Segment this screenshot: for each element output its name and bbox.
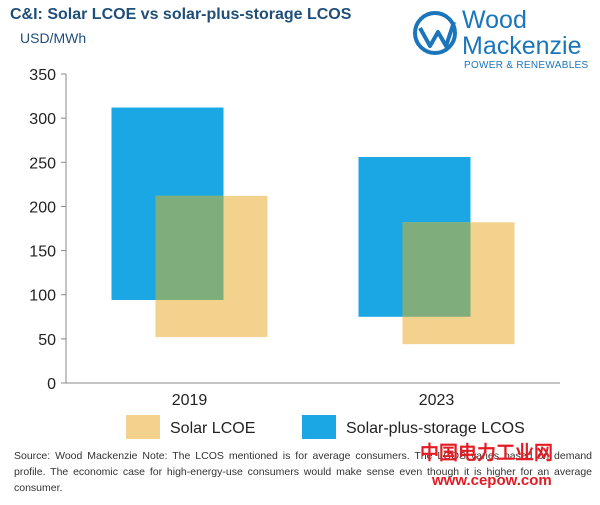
legend: Solar LCOE Solar-plus-storage LCOS xyxy=(126,415,525,439)
logo-tagline: POWER & RENEWABLES xyxy=(464,60,589,71)
y-tick-label: 300 xyxy=(29,111,56,128)
y-tick-label: 50 xyxy=(38,332,56,349)
y-tick-label: 200 xyxy=(29,199,56,216)
watermark-url: www.cepow.com xyxy=(432,472,552,489)
y-tick-label: 250 xyxy=(29,155,56,172)
bars xyxy=(111,107,515,345)
wood-mackenzie-logo: Wood Mackenzie POWER & RENEWABLES xyxy=(412,4,598,76)
legend-label: Solar LCOE xyxy=(170,420,255,437)
y-axis: 0 50 100 150 200 250 300 350 xyxy=(29,67,66,393)
bar-overlap-2023 xyxy=(402,222,471,317)
y-tick-label: 350 xyxy=(29,67,56,84)
legend-swatch xyxy=(302,415,336,439)
range-bar-chart: 0 50 100 150 200 250 300 350 2019 2023 Solar LCO… xyxy=(29,67,560,439)
source-note: Source: Wood Mackenzie Note: The LCOS me… xyxy=(14,450,592,494)
y-axis-unit-label: USD/MWh xyxy=(20,30,87,46)
legend-label: Solar-plus-storage LCOS xyxy=(346,420,525,437)
logo-word-wood: Wood xyxy=(462,6,527,34)
x-tick-label: 2023 xyxy=(419,392,455,409)
logo-check-icon xyxy=(413,11,457,55)
y-tick-label: 150 xyxy=(29,244,56,261)
x-axis: 2019 2023 xyxy=(172,392,455,409)
y-tick-label: 100 xyxy=(29,288,56,305)
legend-swatch xyxy=(126,415,160,439)
watermark-text: 中国电力工业网 xyxy=(420,443,554,464)
bar-overlap-2019 xyxy=(155,195,224,301)
y-tick-label: 0 xyxy=(47,376,56,393)
logo-word-mackenzie: Mackenzie xyxy=(462,32,582,60)
chart-title: C&I: Solar LCOE vs solar-plus-storage LC… xyxy=(10,6,352,23)
x-tick-label: 2019 xyxy=(172,392,208,409)
